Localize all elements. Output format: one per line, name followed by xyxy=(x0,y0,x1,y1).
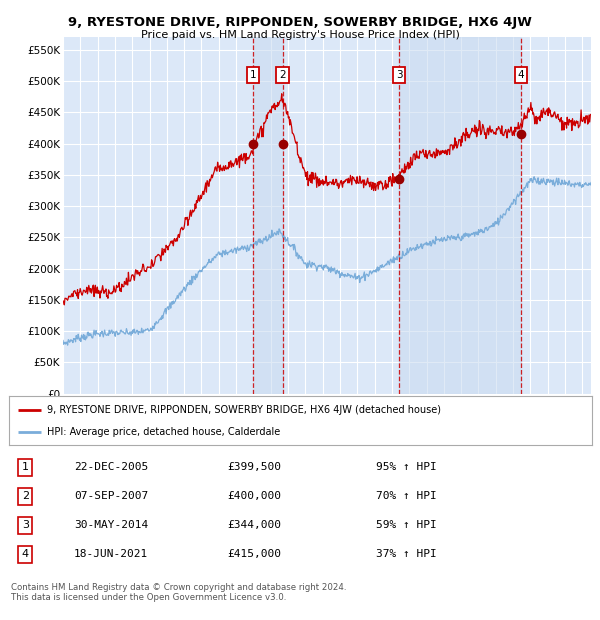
Text: £400,000: £400,000 xyxy=(227,491,281,502)
Text: 59% ↑ HPI: 59% ↑ HPI xyxy=(376,520,437,530)
Text: Contains HM Land Registry data © Crown copyright and database right 2024.
This d: Contains HM Land Registry data © Crown c… xyxy=(11,583,346,602)
Text: 37% ↑ HPI: 37% ↑ HPI xyxy=(376,549,437,559)
Text: 1: 1 xyxy=(22,463,29,472)
Text: 1: 1 xyxy=(250,69,256,80)
Text: £415,000: £415,000 xyxy=(227,549,281,559)
Text: 07-SEP-2007: 07-SEP-2007 xyxy=(74,491,148,502)
Text: 4: 4 xyxy=(518,69,524,80)
Bar xyxy=(253,37,283,394)
Text: 22-DEC-2005: 22-DEC-2005 xyxy=(74,463,148,472)
Text: 9, RYESTONE DRIVE, RIPPONDEN, SOWERBY BRIDGE, HX6 4JW (detached house): 9, RYESTONE DRIVE, RIPPONDEN, SOWERBY BR… xyxy=(47,405,441,415)
Text: 4: 4 xyxy=(22,549,29,559)
Text: £399,500: £399,500 xyxy=(227,463,281,472)
Text: 3: 3 xyxy=(22,520,29,530)
Text: HPI: Average price, detached house, Calderdale: HPI: Average price, detached house, Cald… xyxy=(47,427,280,438)
Text: 2: 2 xyxy=(279,69,286,80)
Text: 3: 3 xyxy=(396,69,403,80)
Text: 18-JUN-2021: 18-JUN-2021 xyxy=(74,549,148,559)
Text: £344,000: £344,000 xyxy=(227,520,281,530)
Text: Price paid vs. HM Land Registry's House Price Index (HPI): Price paid vs. HM Land Registry's House … xyxy=(140,30,460,40)
Bar xyxy=(399,37,521,394)
Text: 2: 2 xyxy=(22,491,29,502)
Text: 9, RYESTONE DRIVE, RIPPONDEN, SOWERBY BRIDGE, HX6 4JW: 9, RYESTONE DRIVE, RIPPONDEN, SOWERBY BR… xyxy=(68,16,532,29)
Text: 95% ↑ HPI: 95% ↑ HPI xyxy=(376,463,437,472)
Text: 30-MAY-2014: 30-MAY-2014 xyxy=(74,520,148,530)
Text: 70% ↑ HPI: 70% ↑ HPI xyxy=(376,491,437,502)
